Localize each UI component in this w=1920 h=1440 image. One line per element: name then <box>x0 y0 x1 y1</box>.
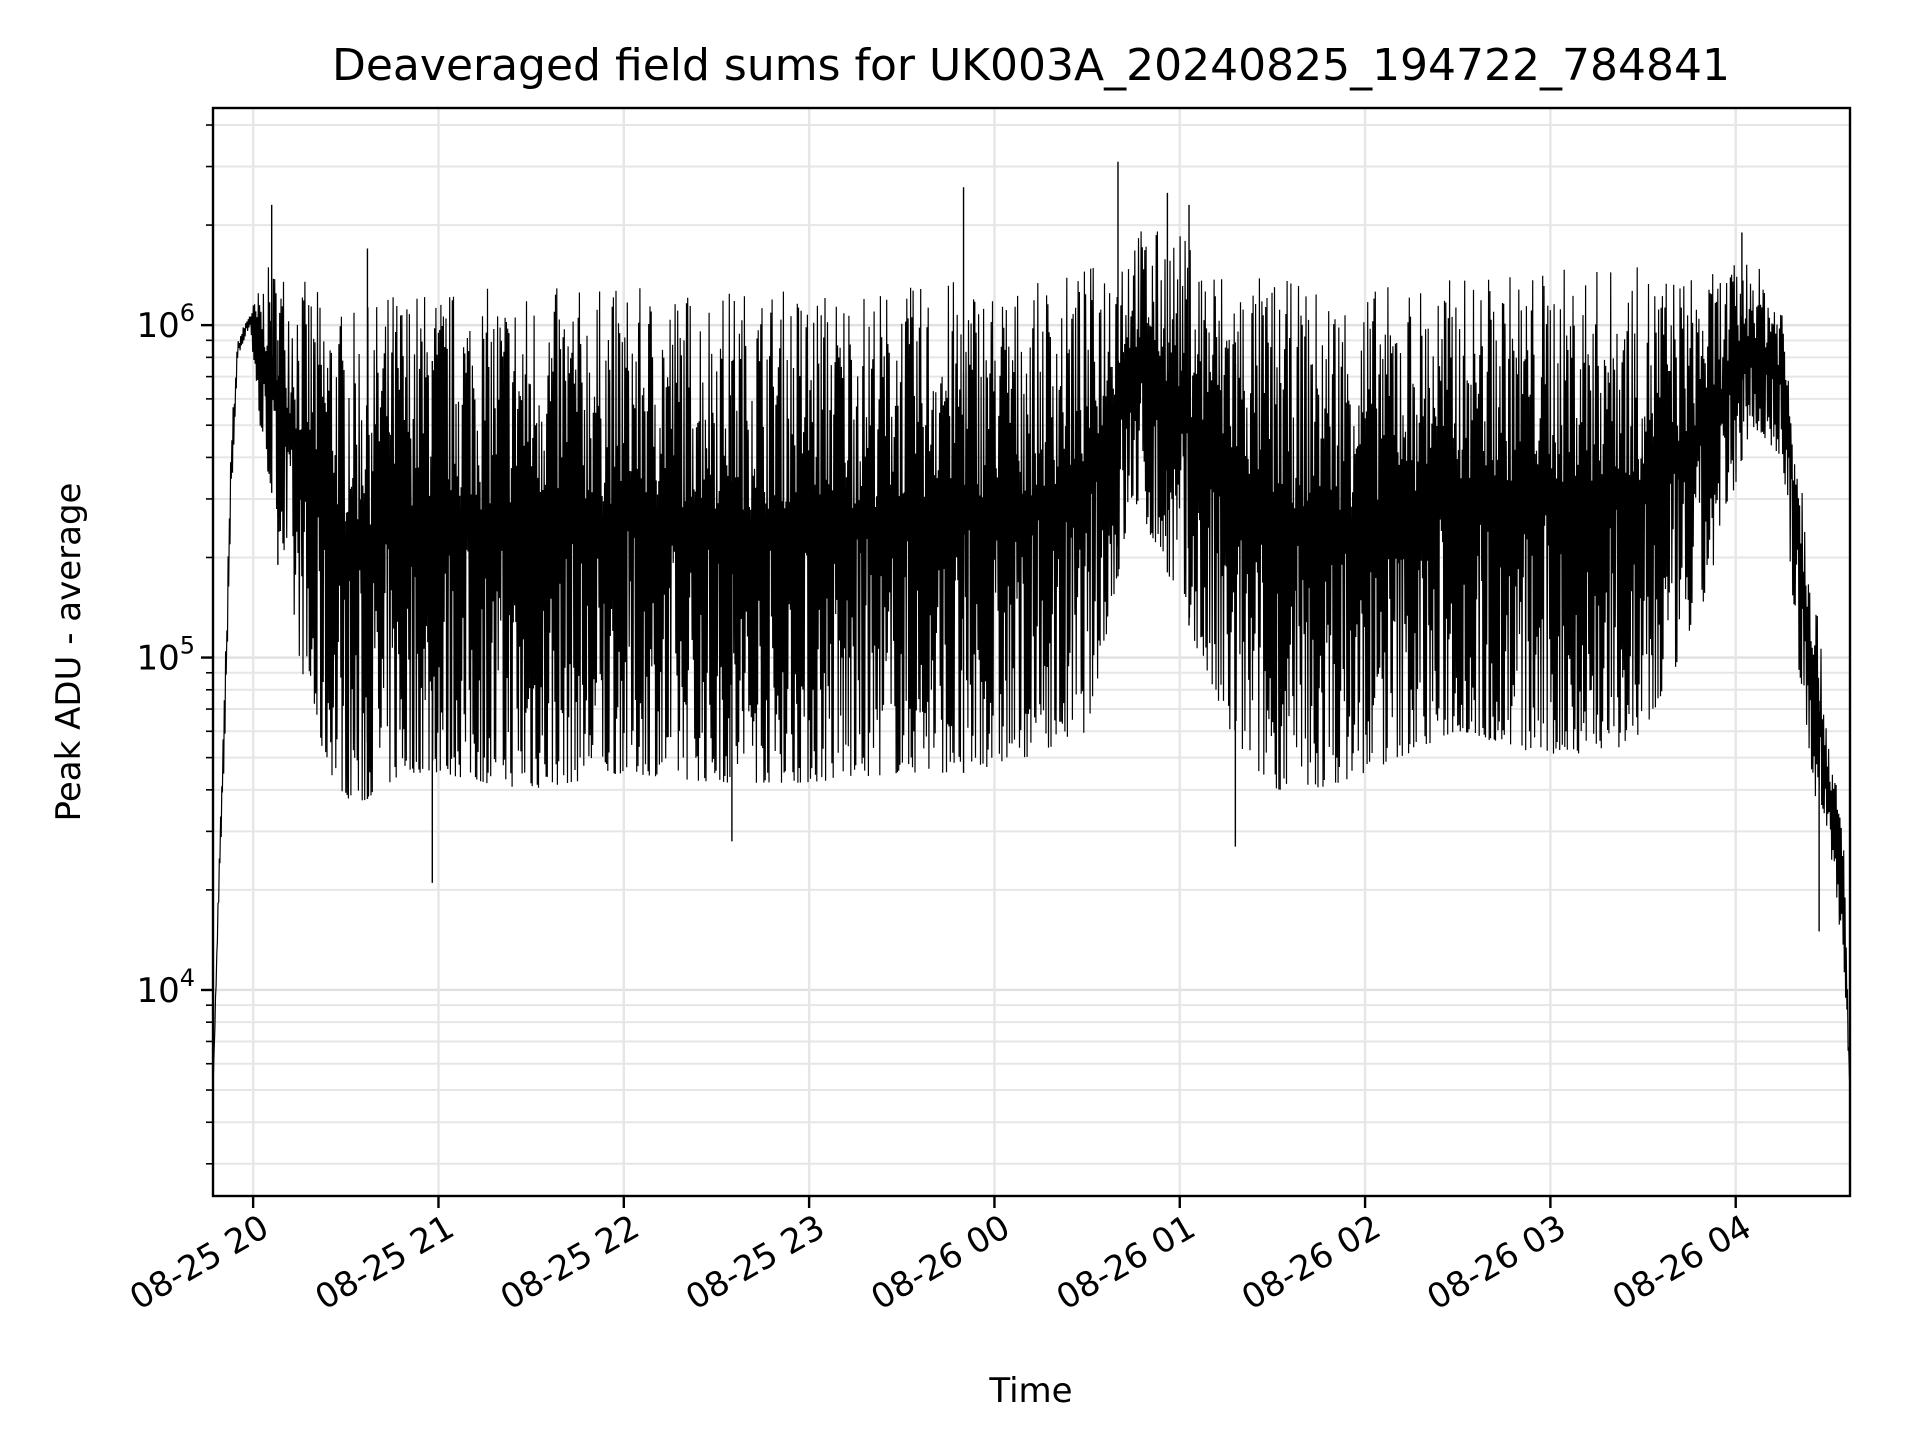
series-line <box>212 231 1851 1091</box>
y-tick-label-base: 10 <box>136 639 179 679</box>
chart-title: Deaveraged field sums for UK003A_2024082… <box>332 40 1730 91</box>
y-tick-label: 104 <box>136 964 195 1011</box>
y-tick-label-base: 10 <box>136 306 179 346</box>
y-tick-label-base: 10 <box>136 971 179 1011</box>
x-axis-label: Time <box>988 1371 1072 1411</box>
axes-frame <box>211 106 1852 1198</box>
y-axis-label: Peak ADU - average <box>49 483 89 822</box>
grid <box>213 108 1850 1196</box>
y-tick-label: 105 <box>136 632 195 679</box>
y-tick-label-exponent: 4 <box>180 964 195 992</box>
y-tick-label-exponent: 6 <box>180 299 195 327</box>
y-tick-label-exponent: 5 <box>180 632 195 660</box>
series-group <box>212 161 1851 1091</box>
y-tick-label: 106 <box>136 299 195 346</box>
